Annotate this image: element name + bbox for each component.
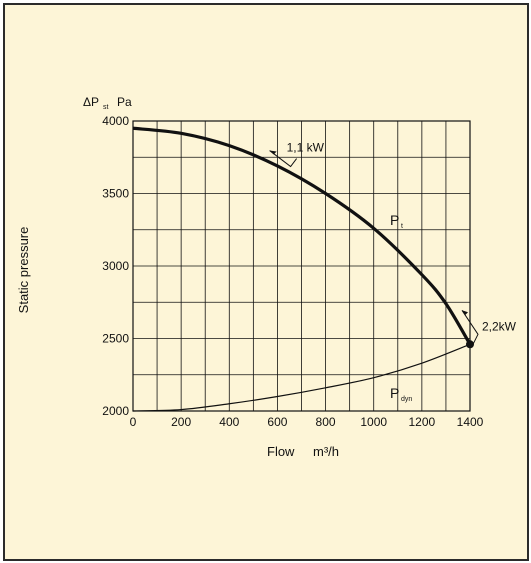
y-axis-label: Static pressure bbox=[16, 227, 31, 314]
y-tick-label: 2000 bbox=[102, 404, 129, 418]
x-axis-unit: m³/h bbox=[313, 444, 339, 459]
annotations: 1,1 kW 2,2kW bbox=[269, 141, 517, 347]
y-header-subscript: st bbox=[103, 104, 109, 111]
annotation-2: 2,2kW bbox=[482, 319, 517, 333]
series-label-pt: P bbox=[390, 212, 399, 228]
annotation-arrow-2 bbox=[462, 310, 468, 316]
x-tick-label: 200 bbox=[171, 415, 191, 429]
x-tick-label: 1000 bbox=[360, 415, 387, 429]
y-tick-label: 3500 bbox=[102, 187, 129, 201]
x-tick-label: 600 bbox=[267, 415, 287, 429]
axes bbox=[132, 120, 471, 412]
y-tick-label: 2500 bbox=[102, 332, 129, 346]
fan-curve-chart: 0 200 400 600 800 1000 1200 1400 2000 2500 3000 35… bbox=[16, 95, 517, 459]
chart-frame: 0 200 400 600 800 1000 1200 1400 2000 2500 3000 35… bbox=[3, 3, 529, 561]
x-tick-label: 0 bbox=[130, 415, 137, 429]
x-axis-label: Flow bbox=[267, 444, 295, 459]
x-tick-label: 1200 bbox=[409, 415, 436, 429]
x-tick-label: 800 bbox=[316, 415, 336, 429]
x-tick-labels: 0 200 400 600 800 1000 1200 1400 bbox=[130, 415, 484, 429]
series-line-pdyn bbox=[132, 343, 471, 412]
grid bbox=[133, 121, 470, 411]
annotation-1: 1,1 kW bbox=[287, 141, 325, 155]
x-tick-label: 1400 bbox=[457, 415, 484, 429]
y-header-unit: Pa bbox=[117, 95, 132, 109]
plot-border bbox=[132, 120, 471, 412]
series-label-pdyn: P bbox=[390, 385, 399, 401]
curves bbox=[132, 126, 474, 412]
annotation-leader-1 bbox=[269, 150, 298, 168]
y-tick-label: 3000 bbox=[102, 259, 129, 273]
annotation-leader-2 bbox=[461, 310, 479, 347]
y-header-symbol: ΔP bbox=[83, 95, 99, 109]
y-tick-label: 4000 bbox=[102, 114, 129, 128]
y-tick-labels: 2000 2500 3000 3500 4000 bbox=[102, 114, 129, 418]
series-line-pt bbox=[132, 126, 472, 346]
series-label-pt-subscript: t bbox=[401, 223, 403, 230]
series-label-pdyn-subscript: dyn bbox=[401, 396, 412, 403]
annotation-arrow-1 bbox=[269, 150, 277, 155]
x-tick-label: 400 bbox=[219, 415, 239, 429]
